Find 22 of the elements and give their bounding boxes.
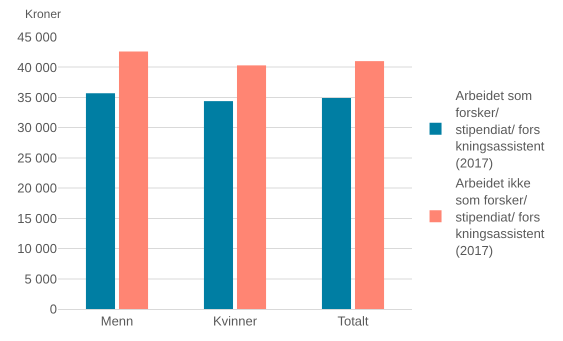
y-tick-label: 35 000	[17, 90, 57, 105]
legend-label: Arbeidet som forsker/ stipendiat/ forskningsassistent (2017)	[456, 88, 545, 171]
y-tick-label: 30 000	[17, 120, 57, 136]
y-tick-label: 10 000	[17, 241, 57, 256]
y-tick-label: 15 000	[17, 210, 57, 226]
y-tick-label: 45 000	[17, 30, 57, 45]
y-tick-label: 20 000	[17, 180, 57, 196]
y-axis-title: Kroner	[25, 7, 62, 21]
bar	[236, 65, 266, 309]
bar	[118, 52, 148, 309]
bar	[86, 93, 116, 309]
bar	[322, 98, 352, 309]
bar	[354, 61, 384, 309]
y-tick-label: 0	[50, 302, 57, 317]
x-tick-label: Menn	[100, 314, 134, 329]
x-tick-label: Totalt	[337, 314, 369, 329]
bar	[204, 101, 234, 309]
x-tick-label: Kvinner	[212, 314, 258, 329]
y-tick-label: 25 000	[17, 150, 57, 166]
legend-label: Arbeidet ikke som forsker/ stipendiat/ forskningsassistent (2017)	[456, 176, 545, 258]
y-tick-label: 40 000	[17, 60, 57, 75]
y-tick-label: 5 000	[24, 271, 57, 286]
